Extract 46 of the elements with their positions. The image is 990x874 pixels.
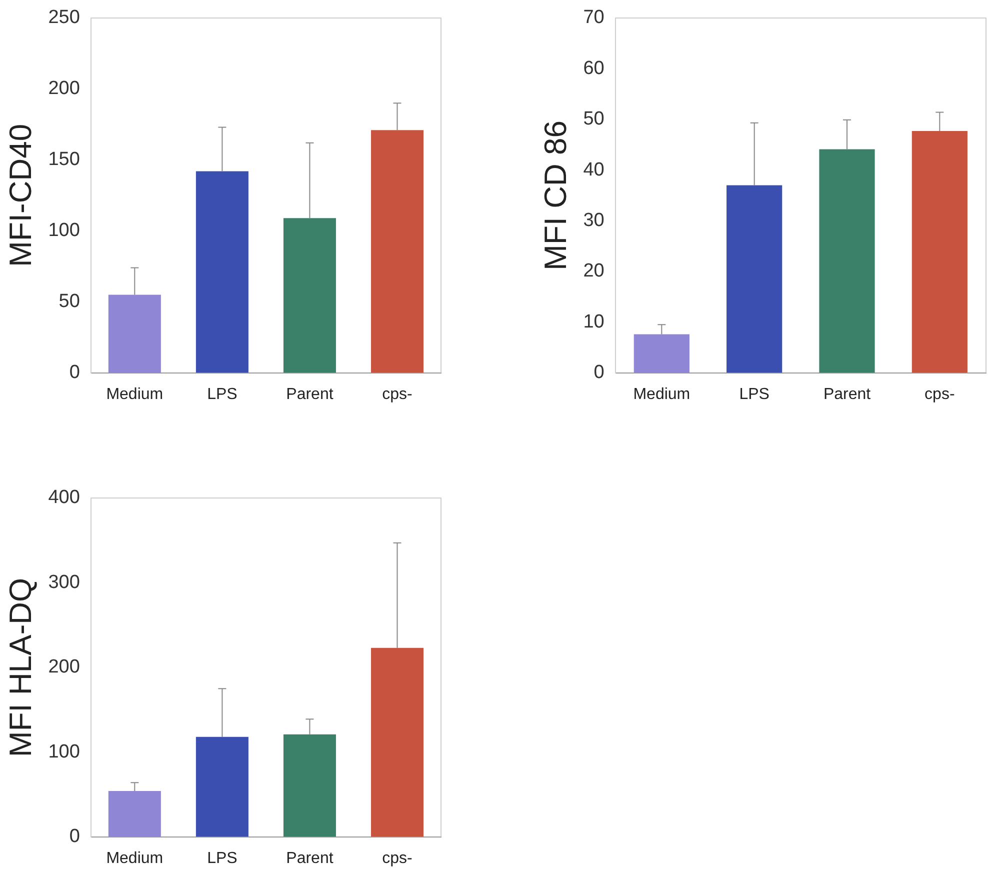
bar: [819, 149, 875, 373]
y-tick-label: 60: [583, 58, 604, 79]
x-tick-label: LPS: [739, 386, 770, 403]
x-tick-label: LPS: [207, 386, 238, 403]
bar: [108, 791, 161, 837]
y-axis-title: MFI CD 86: [538, 120, 574, 270]
y-tick-label: 50: [58, 291, 80, 312]
y-tick-label: 300: [48, 572, 80, 593]
y-tick-label: 100: [48, 741, 80, 762]
y-tick-label: 100: [48, 220, 80, 242]
y-tick-label: 150: [48, 149, 80, 170]
y-tick-label: 400: [48, 487, 80, 508]
x-tick-label: Medium: [633, 386, 690, 403]
x-tick-label: cps-: [382, 386, 412, 403]
bar: [634, 334, 690, 373]
x-tick-label: Parent: [286, 850, 334, 867]
y-tick-label: 0: [69, 826, 80, 848]
bar: [196, 171, 248, 373]
bar: [283, 218, 336, 373]
bar: [108, 294, 161, 373]
y-tick-label: 200: [48, 656, 80, 678]
x-tick-label: Parent: [286, 386, 334, 403]
y-axis-title: MFI-CD40: [3, 124, 38, 267]
bar: [196, 736, 248, 837]
y-tick-label: 50: [583, 108, 604, 130]
bar: [370, 648, 424, 837]
y-tick-label: 10: [583, 311, 604, 332]
y-tick-label: 0: [594, 362, 604, 384]
y-tick-label: 0: [69, 362, 80, 384]
y-tick-label: 40: [583, 159, 604, 180]
y-tick-label: 20: [583, 260, 604, 282]
x-tick-label: cps-: [382, 850, 412, 867]
bar: [912, 131, 968, 373]
y-tick-label: 30: [583, 210, 604, 231]
x-tick-label: Medium: [106, 386, 164, 403]
bar: [726, 185, 782, 373]
bar: [283, 734, 336, 837]
x-tick-label: Parent: [823, 386, 872, 403]
bar: [370, 130, 424, 373]
y-axis-title: MFI HLA-DQ: [3, 578, 38, 757]
x-tick-label: cps-: [924, 386, 955, 403]
x-tick-label: LPS: [207, 850, 238, 867]
y-tick-label: 70: [583, 7, 604, 28]
x-tick-label: Medium: [106, 850, 164, 867]
y-tick-label: 200: [48, 78, 80, 100]
y-tick-label: 250: [48, 7, 80, 28]
